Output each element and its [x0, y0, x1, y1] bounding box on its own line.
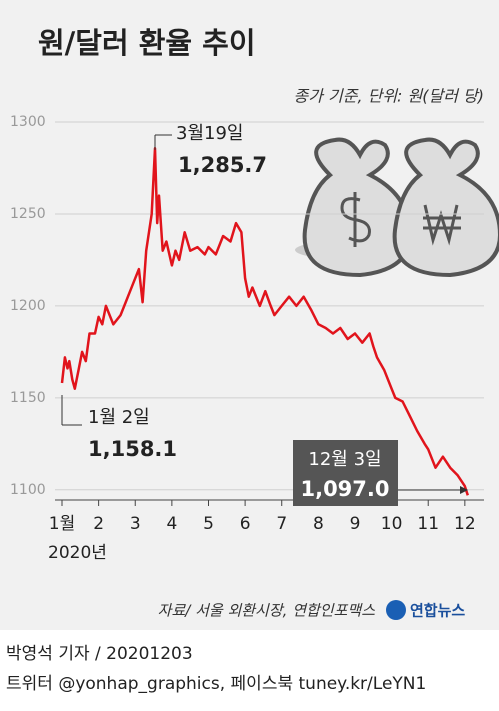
- x-tick-label: 7: [276, 514, 287, 534]
- data-line: [60, 147, 469, 496]
- x-tick-label: 5: [203, 514, 214, 534]
- annotation-box: [293, 440, 398, 506]
- x-tick-label: 11: [417, 514, 439, 534]
- y-tick-label: 1250: [10, 206, 46, 222]
- x-tick-label: 2: [93, 514, 104, 534]
- x-tick-label: 3: [130, 514, 141, 534]
- background: [0, 0, 499, 630]
- x-tick-label: 4: [166, 514, 177, 534]
- social: 트위터 @yonhap_graphics, 페이스북 tuney.kr/LeYN…: [6, 674, 426, 694]
- annotation-value: 1,158.1: [88, 437, 177, 461]
- x-tick-label: 8: [313, 514, 324, 534]
- x-tick-label: 1월: [49, 514, 75, 534]
- subtitle: 종가 기준, 단위: 원(달러 당): [293, 87, 484, 106]
- logo: 연합뉴스: [410, 602, 465, 620]
- annotation-value: 1,097.0: [300, 477, 389, 501]
- y-tick-label: 1200: [10, 298, 46, 314]
- x-tick-label: 9: [350, 514, 361, 534]
- source: 자료/ 서울 외환시장, 연합인포맥스: [158, 602, 376, 620]
- annotation-date: 12월 3일: [308, 449, 381, 470]
- y-tick-label: 1150: [10, 390, 46, 406]
- x-tick-label: 6: [240, 514, 251, 534]
- annotation-value: 1,285.7: [178, 153, 267, 177]
- annotation-date: 1월 2일: [88, 407, 150, 428]
- x-tick-label: 12: [454, 514, 476, 534]
- y-tick-label: 1300: [10, 114, 46, 130]
- x-axis-note: 2020년: [48, 543, 107, 563]
- arrow-head: [460, 486, 468, 494]
- annotation-date: 3월19일: [176, 123, 243, 144]
- x-tick-label: 10: [381, 514, 403, 534]
- logo-icon: [386, 600, 406, 620]
- byline: 박영석 기자 / 20201203: [6, 644, 193, 664]
- money-bags-icon: [295, 137, 499, 278]
- y-tick-label: 1100: [10, 482, 46, 498]
- chart-title: 원/달러 환율 추이: [38, 26, 256, 60]
